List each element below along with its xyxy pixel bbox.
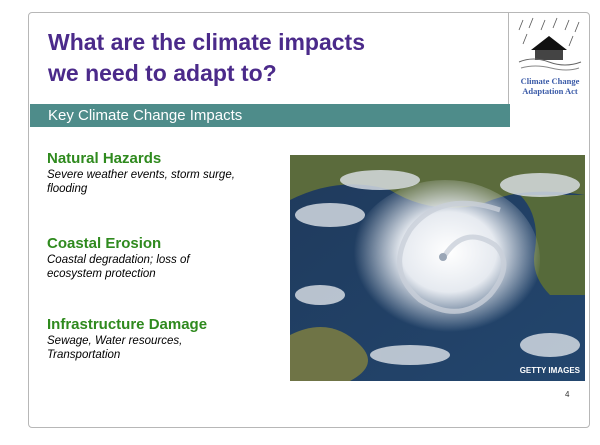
impact-description: Severe weather events, storm surge, floo… [47, 169, 235, 195]
impact-item: Infrastructure Damage Sewage, Water reso… [47, 316, 237, 362]
page-number: 4 [565, 390, 570, 399]
slide-frame [28, 12, 590, 428]
impact-heading: Coastal Erosion [47, 235, 162, 252]
logo: Climate Change Adaptation Act [508, 12, 591, 104]
logo-drawing [518, 17, 582, 71]
title: What are the climate impacts we need to … [48, 27, 365, 89]
title-line: we need to adapt to? [48, 60, 277, 86]
impact-item: Natural Hazards Severe weather events, s… [47, 150, 237, 196]
logo-caption-line: Adaptation Act [522, 86, 578, 96]
impact-item: Coastal Erosion Coastal degradation; los… [47, 235, 237, 281]
logo-caption-line: Climate Change [520, 76, 580, 86]
title-line: What are the climate impacts [48, 29, 365, 55]
impact-heading: Infrastructure Damage [47, 316, 208, 333]
logo-caption: Climate Change Adaptation Act [509, 76, 591, 96]
hurricane-image: GETTY IMAGES [290, 155, 585, 381]
section-header: Key Climate Change Impacts [30, 104, 510, 127]
image-credit: GETTY IMAGES [520, 366, 581, 375]
impact-heading: Natural Hazards [47, 150, 162, 167]
impact-description: Coastal degradation; loss of ecosystem p… [47, 254, 190, 280]
impact-description: Sewage, Water resources, Transportation [47, 335, 183, 361]
